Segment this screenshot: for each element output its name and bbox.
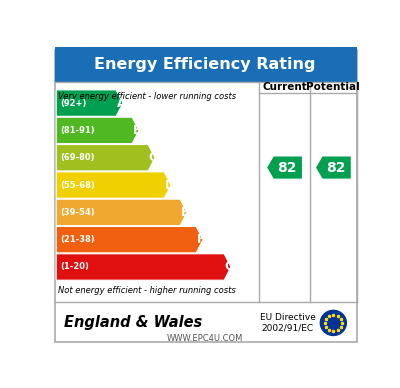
FancyBboxPatch shape (55, 47, 357, 82)
Text: (69-80): (69-80) (60, 153, 94, 162)
Polygon shape (315, 156, 351, 179)
Text: Very energy efficient - lower running costs: Very energy efficient - lower running co… (58, 92, 236, 101)
Text: D: D (164, 178, 174, 192)
Text: (1-20): (1-20) (60, 262, 89, 272)
Polygon shape (266, 156, 302, 179)
Text: (21-38): (21-38) (60, 235, 94, 244)
Text: (39-54): (39-54) (60, 208, 94, 217)
Text: B: B (132, 124, 142, 137)
Polygon shape (56, 90, 123, 116)
Text: E: E (180, 206, 188, 219)
Text: (92+): (92+) (60, 99, 86, 107)
Text: England & Wales: England & Wales (64, 315, 202, 331)
Polygon shape (56, 199, 187, 225)
Polygon shape (56, 117, 139, 144)
Text: (55-68): (55-68) (60, 180, 95, 189)
Text: Not energy efficient - higher running costs: Not energy efficient - higher running co… (58, 286, 236, 294)
Polygon shape (56, 172, 171, 198)
FancyBboxPatch shape (55, 50, 357, 342)
Text: Current: Current (262, 82, 307, 92)
Text: (81-91): (81-91) (60, 126, 94, 135)
Text: A: A (116, 97, 126, 109)
Polygon shape (56, 254, 231, 280)
Text: EU Directive
2002/91/EC: EU Directive 2002/91/EC (260, 313, 316, 333)
Polygon shape (56, 227, 203, 253)
Text: 82: 82 (326, 161, 346, 175)
Text: Energy Efficiency Rating: Energy Efficiency Rating (94, 57, 316, 72)
Text: WWW.EPC4U.COM: WWW.EPC4U.COM (167, 334, 243, 343)
Text: 82: 82 (277, 161, 297, 175)
Text: Potential: Potential (306, 82, 360, 92)
Text: F: F (196, 233, 204, 246)
Text: G: G (224, 260, 234, 274)
Circle shape (320, 310, 346, 336)
Text: C: C (148, 151, 157, 164)
Polygon shape (56, 144, 155, 171)
